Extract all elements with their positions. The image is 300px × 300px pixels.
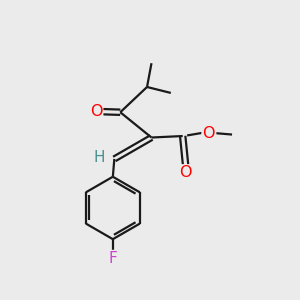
Text: F: F <box>109 251 117 266</box>
Text: H: H <box>93 150 105 165</box>
Text: O: O <box>90 104 102 119</box>
Text: O: O <box>179 165 192 180</box>
Text: O: O <box>202 126 215 141</box>
